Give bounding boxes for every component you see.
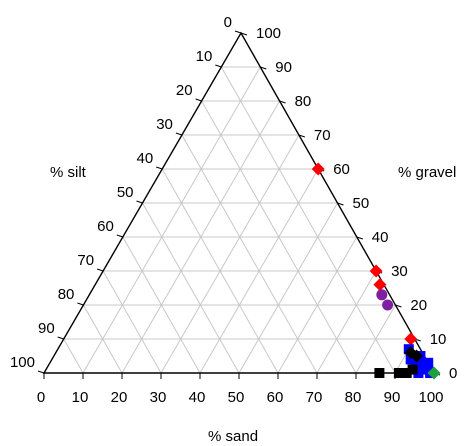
grid-line-silt-60: [122, 236, 201, 374]
silt-tick-label: 0: [224, 14, 232, 31]
silt-tick-mark: [57, 336, 64, 340]
gravel-tick-label: 20: [410, 297, 427, 314]
sand-tick-label: 50: [228, 389, 245, 406]
sand-tick-label: 60: [267, 389, 284, 406]
gravel-tick-mark: [356, 236, 363, 240]
sand-tick-label: 70: [306, 389, 323, 406]
grid-line-silt-50: [142, 202, 240, 374]
sand-tick-label: 0: [37, 389, 45, 406]
red-diamond-point: [373, 278, 387, 292]
silt-tick-mark: [234, 30, 242, 34]
silt-tick-label: 80: [58, 286, 75, 303]
grid-line-sand-10: [82, 66, 261, 374]
purple-circle-point: [382, 299, 394, 311]
silt-tick-mark: [175, 132, 183, 136]
grid-line-silt-10: [220, 66, 396, 374]
sand-tick-label: 40: [189, 389, 206, 406]
silt-tick-label: 10: [196, 48, 213, 65]
sand-axis-title: % sand: [208, 428, 258, 445]
black-square-point: [374, 368, 385, 378]
gravel-tick-label: 50: [353, 195, 370, 212]
blue-square-point: [413, 368, 424, 378]
gravel-tick-mark: [279, 100, 286, 104]
grid: [63, 66, 416, 374]
silt-tick-mark: [136, 200, 143, 204]
gravel-tick-label: 90: [275, 59, 292, 76]
gravel-tick-mark: [298, 134, 306, 138]
sand-tick-label: 80: [345, 389, 362, 406]
gravel-tick-label: 40: [372, 229, 389, 246]
silt-tick-mark: [96, 268, 104, 272]
gravel-tick-mark: [337, 202, 344, 206]
sand-tick-label: 100: [418, 389, 443, 406]
grid-line-silt-90: [63, 338, 84, 374]
grid-line-silt-70: [102, 270, 162, 374]
sand-tick-label: 10: [72, 389, 89, 406]
tick-labels: 0 10 20 30 40 50 60 70 80 90 100010203040506070809…: [10, 14, 457, 406]
black-square-point: [407, 364, 418, 375]
silt-tick-mark: [156, 166, 163, 170]
gravel-tick-label: 0: [449, 365, 457, 382]
sand-tick-label: 20: [111, 389, 128, 406]
purple-circle-point: [376, 289, 388, 301]
silt-tick-label: 20: [176, 82, 193, 99]
gravel-tick-label: 10: [430, 331, 447, 348]
gravel-tick-label: 60: [333, 161, 350, 178]
silt-tick-label: 60: [97, 218, 114, 235]
gravel-axis-title: % gravel: [398, 164, 456, 181]
gravel-tick-label: 70: [314, 127, 331, 144]
gravel-tick-label: 30: [391, 263, 408, 280]
silt-tick-mark: [195, 98, 202, 102]
grid-line-silt-80: [82, 304, 123, 374]
blue-square-point: [423, 357, 434, 368]
silt-axis-title: % silt: [50, 164, 87, 181]
grid-line-sand-60: [277, 236, 358, 374]
silt-tick-mark: [37, 370, 45, 374]
grid-line-sand-50: [238, 202, 338, 374]
silt-tick-label: 100: [10, 354, 35, 371]
grid-line-sand-70: [316, 270, 377, 374]
gravel-tick-label: 100: [256, 25, 281, 42]
gravel-tick-mark: [240, 32, 248, 36]
silt-tick-label: 40: [137, 150, 154, 167]
silt-tick-label: 90: [38, 320, 55, 337]
gravel-tick-mark: [395, 304, 402, 308]
blue-square-point: [405, 354, 416, 365]
silt-tick-mark: [77, 302, 84, 306]
gravel-tick-label: 80: [295, 93, 312, 110]
silt-tick-mark: [116, 234, 123, 238]
silt-tick-label: 50: [117, 184, 134, 201]
sand-tick-label: 90: [384, 389, 401, 406]
grid-line-sand-80: [355, 304, 396, 374]
red-diamond-point: [369, 264, 383, 278]
sand-tick-label: 30: [150, 389, 167, 406]
green-diamond-point: [427, 366, 441, 380]
black-square-point: [401, 368, 412, 378]
silt-tick-label: 30: [156, 116, 173, 133]
gravel-tick-mark: [260, 66, 267, 70]
grid-line-sand-30: [160, 134, 300, 374]
silt-tick-mark: [215, 64, 222, 68]
data-points: [311, 162, 441, 380]
grid-line-silt-30: [181, 134, 318, 374]
silt-tick-label: 70: [77, 252, 94, 269]
black-diamond-point: [410, 349, 424, 363]
black-square-point: [393, 368, 404, 378]
red-diamond-point: [404, 332, 418, 346]
red-diamond-point: [311, 162, 325, 176]
